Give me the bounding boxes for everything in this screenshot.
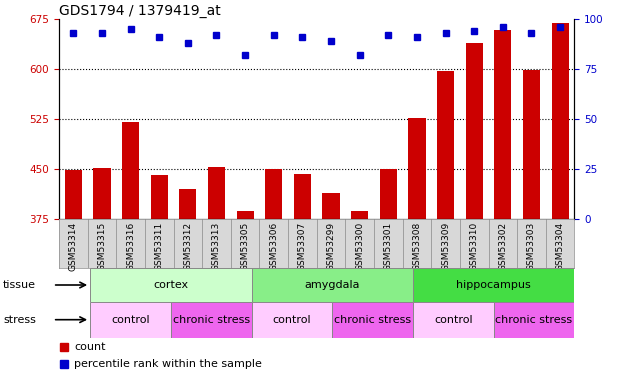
Text: GSM53316: GSM53316 bbox=[126, 222, 135, 271]
Text: GDS1794 / 1379419_at: GDS1794 / 1379419_at bbox=[59, 4, 220, 18]
Text: GSM53302: GSM53302 bbox=[498, 222, 507, 271]
Text: GSM53305: GSM53305 bbox=[240, 222, 250, 271]
Bar bbox=[494, 30, 512, 219]
Text: GSM53315: GSM53315 bbox=[97, 222, 106, 271]
Text: count: count bbox=[75, 342, 106, 352]
Text: chronic stress: chronic stress bbox=[496, 315, 573, 325]
Text: cortex: cortex bbox=[153, 280, 188, 290]
Text: control: control bbox=[434, 315, 473, 325]
Text: control: control bbox=[273, 315, 311, 325]
Text: control: control bbox=[111, 315, 150, 325]
Bar bbox=[413, 302, 494, 338]
Text: GSM53312: GSM53312 bbox=[183, 222, 193, 271]
Text: GSM53301: GSM53301 bbox=[384, 222, 393, 271]
Bar bbox=[65, 170, 82, 219]
Bar bbox=[351, 211, 368, 219]
Text: GSM53310: GSM53310 bbox=[469, 222, 479, 271]
Bar bbox=[379, 168, 397, 219]
Bar bbox=[90, 302, 171, 338]
Bar bbox=[551, 23, 569, 219]
Bar bbox=[322, 193, 340, 219]
Bar bbox=[523, 70, 540, 219]
Text: GSM53307: GSM53307 bbox=[298, 222, 307, 271]
Bar bbox=[466, 44, 483, 219]
Text: amygdala: amygdala bbox=[304, 280, 360, 290]
Text: GSM53304: GSM53304 bbox=[556, 222, 564, 271]
Bar bbox=[93, 168, 111, 219]
Text: percentile rank within the sample: percentile rank within the sample bbox=[75, 359, 262, 369]
Bar bbox=[437, 71, 454, 219]
Bar bbox=[332, 302, 413, 338]
Text: GSM53306: GSM53306 bbox=[270, 222, 278, 271]
Text: GSM53308: GSM53308 bbox=[412, 222, 422, 271]
Bar bbox=[151, 175, 168, 219]
Text: GSM53311: GSM53311 bbox=[155, 222, 164, 271]
Bar bbox=[90, 268, 252, 302]
Bar bbox=[208, 167, 225, 219]
Bar bbox=[294, 174, 311, 219]
Bar bbox=[409, 118, 425, 219]
Bar bbox=[413, 268, 574, 302]
Text: hippocampus: hippocampus bbox=[456, 280, 531, 290]
Text: GSM53313: GSM53313 bbox=[212, 222, 221, 271]
Bar bbox=[122, 122, 139, 219]
Bar bbox=[494, 302, 574, 338]
Text: GSM53309: GSM53309 bbox=[441, 222, 450, 271]
Text: tissue: tissue bbox=[3, 280, 36, 290]
Text: GSM53300: GSM53300 bbox=[355, 222, 364, 271]
Text: GSM53314: GSM53314 bbox=[69, 222, 78, 271]
Bar bbox=[252, 302, 332, 338]
Bar bbox=[237, 211, 254, 219]
Bar bbox=[171, 302, 252, 338]
Bar bbox=[252, 268, 413, 302]
Text: GSM53303: GSM53303 bbox=[527, 222, 536, 271]
Text: GSM53299: GSM53299 bbox=[327, 222, 335, 271]
Text: chronic stress: chronic stress bbox=[173, 315, 250, 325]
Bar bbox=[265, 168, 283, 219]
Text: chronic stress: chronic stress bbox=[334, 315, 411, 325]
Text: stress: stress bbox=[3, 315, 36, 325]
Bar bbox=[179, 189, 196, 219]
